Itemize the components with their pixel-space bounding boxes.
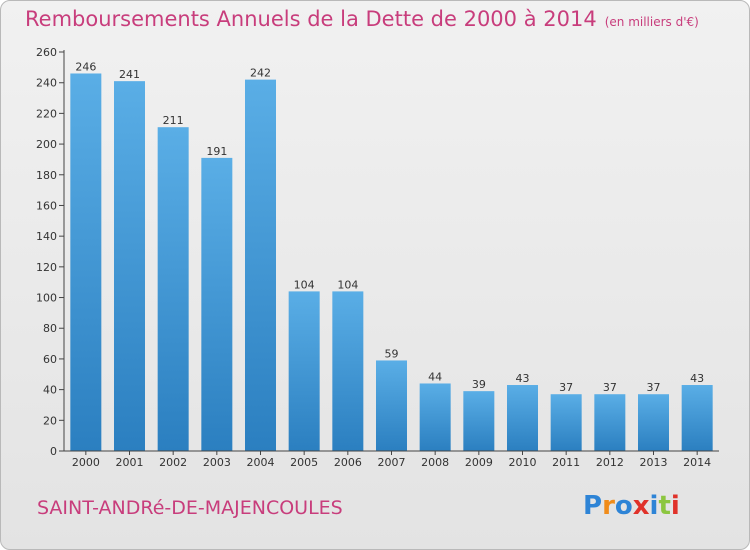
data-label: 211 — [163, 114, 184, 127]
bar — [550, 394, 582, 451]
bar — [638, 394, 669, 451]
y-tick-label: 240 — [36, 77, 57, 90]
x-tick-label: 2010 — [509, 456, 537, 469]
data-label: 241 — [119, 68, 140, 81]
bars: 246 241 211 191 242 104 104 59 44 39 43 37 37 37 43 — [70, 60, 713, 452]
x-tick-label: 2011 — [552, 456, 580, 469]
y-tick-label: 160 — [36, 199, 57, 212]
logo-letter: o — [614, 491, 633, 521]
x-tick-label: 2008 — [421, 456, 449, 469]
y-axis: 0 20 40 60 80 100 120 140 160 180 200 220 240 260 — [36, 46, 65, 458]
logo-letter: P — [583, 491, 603, 521]
proxiti-logo: Proxiti — [583, 491, 680, 521]
y-tick-label: 40 — [43, 384, 57, 397]
bar — [594, 394, 626, 451]
data-label: 37 — [603, 381, 617, 394]
y-tick-label: 140 — [36, 230, 57, 243]
commune-name: SAINT-ANDRé-DE-MAJENCOULES — [37, 497, 343, 519]
data-label: 59 — [385, 347, 399, 360]
logo-letter: t — [658, 491, 671, 521]
y-tick-label: 120 — [36, 261, 57, 274]
x-tick-label: 2001 — [116, 456, 144, 469]
x-tick-label: 2014 — [683, 456, 711, 469]
x-tick-label: 2004 — [247, 456, 275, 469]
data-label: 246 — [75, 60, 96, 73]
bar — [114, 81, 145, 452]
y-tick-label: 20 — [43, 414, 57, 427]
bar — [419, 383, 451, 451]
data-label: 104 — [337, 278, 358, 291]
logo-letter: r — [602, 491, 615, 521]
logo-letter: i — [670, 491, 680, 521]
data-label: 37 — [559, 381, 573, 394]
chart-title: Remboursements Annuels de la Dette de 20… — [25, 7, 699, 31]
data-label: 39 — [472, 378, 486, 391]
logo-letter: x — [632, 491, 650, 521]
y-tick-label: 60 — [43, 353, 57, 366]
data-label: 104 — [294, 278, 315, 291]
x-tick-label: 2009 — [465, 456, 493, 469]
y-tick-label: 100 — [36, 292, 57, 305]
bar — [332, 291, 364, 451]
x-tick-label: 2013 — [640, 456, 668, 469]
chart-unit: (en milliers d'€) — [604, 15, 699, 29]
bar — [245, 79, 276, 451]
data-label: 43 — [516, 372, 530, 385]
y-tick-label: 0 — [50, 445, 57, 458]
x-tick-label: 2006 — [334, 456, 362, 469]
bar — [70, 73, 102, 451]
bar — [157, 127, 189, 451]
y-tick-label: 80 — [43, 322, 57, 335]
bar — [463, 391, 495, 451]
data-label: 191 — [206, 145, 227, 158]
logo-letter: i — [649, 491, 659, 521]
x-tick-label: 2005 — [290, 456, 318, 469]
bar — [507, 385, 538, 451]
chart-title-text: Remboursements Annuels de la Dette de 20… — [25, 7, 597, 31]
x-axis: 2000 2001 2002 2003 2004 2005 2006 2007 2008 2009… — [64, 450, 719, 469]
bar — [681, 385, 713, 451]
bar — [288, 291, 320, 451]
x-tick-label: 2007 — [378, 456, 406, 469]
x-tick-label: 2002 — [159, 456, 187, 469]
x-tick-label: 2003 — [203, 456, 231, 469]
bar — [201, 157, 233, 451]
data-label: 44 — [428, 370, 442, 383]
y-tick-label: 220 — [36, 107, 57, 120]
data-label: 37 — [647, 381, 661, 394]
bar — [376, 360, 407, 451]
y-tick-label: 180 — [36, 169, 57, 182]
data-label: 242 — [250, 67, 271, 80]
x-tick-label: 2012 — [596, 456, 624, 469]
x-tick-label: 2000 — [72, 456, 100, 469]
y-tick-label: 200 — [36, 138, 57, 151]
y-tick-label: 260 — [36, 46, 57, 59]
data-label: 43 — [690, 372, 704, 385]
